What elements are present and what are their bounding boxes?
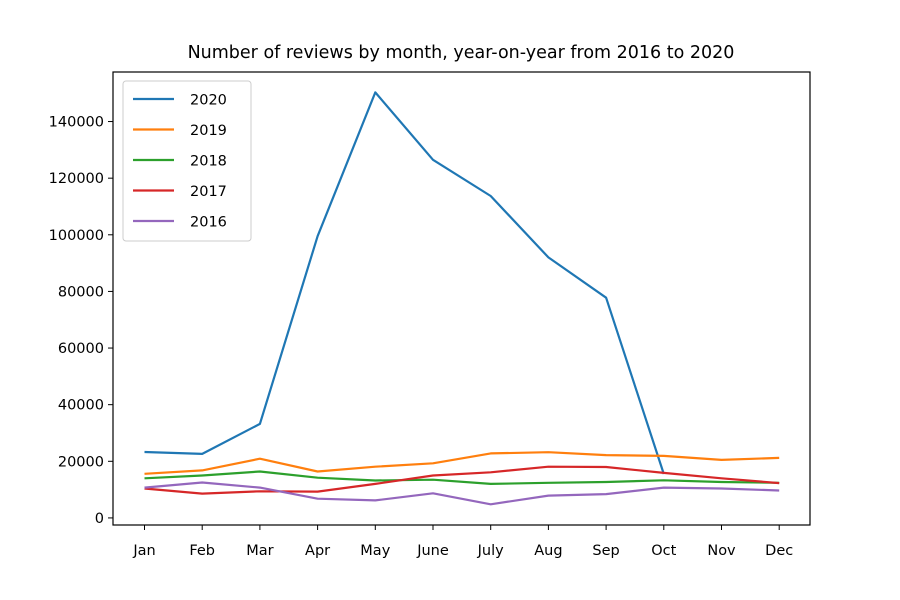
x-tick-label-aug: Aug: [534, 543, 562, 559]
x-tick-label-nov: Nov: [707, 543, 736, 559]
series-line-2018: [144, 470, 780, 485]
chart-title: Number of reviews by month, year-on-year…: [188, 43, 735, 63]
legend-label-2020: 2020: [190, 93, 227, 109]
y-tick-label-0: 0: [95, 511, 104, 527]
y-tick-label-100000: 100000: [49, 228, 104, 244]
x-tick-label-july: July: [477, 543, 504, 559]
x-tick-label-jan: Jan: [132, 543, 155, 559]
series-line-2016: [144, 481, 780, 506]
legend-label-2018: 2018: [190, 154, 227, 170]
x-tick-label-mar: Mar: [246, 543, 273, 559]
y-tick-label-80000: 80000: [58, 284, 104, 300]
series-layer: [144, 91, 780, 506]
x-tick-label-oct: Oct: [651, 543, 676, 559]
series-line-2019: [144, 451, 780, 475]
legend: 2020 2019 2018 2017 2016: [122, 80, 252, 242]
legend-label-2017: 2017: [190, 184, 227, 200]
series-line-2020: [144, 91, 665, 475]
x-tick-label-may: May: [360, 543, 390, 559]
y-tick-label-60000: 60000: [58, 341, 104, 357]
legend-label-2019: 2019: [190, 123, 227, 139]
legend-label-2016: 2016: [190, 215, 227, 231]
x-tick-label-june: June: [416, 543, 449, 559]
y-tick-label-140000: 140000: [49, 115, 104, 131]
legend-box: [122, 80, 252, 242]
y-tick-label-120000: 120000: [49, 171, 104, 187]
y-axis: 0 20000 40000 60000 80000 100000 120000 140000: [49, 115, 113, 527]
y-tick-label-20000: 20000: [58, 454, 104, 470]
x-tick-label-apr: Apr: [305, 543, 330, 559]
series-line-2017: [144, 465, 780, 495]
x-axis: Jan Feb Mar Apr May June July Aug Sep Oct Nov Dec: [132, 525, 793, 559]
y-tick-label-40000: 40000: [58, 398, 104, 414]
x-tick-label-feb: Feb: [189, 543, 215, 559]
plot-area-frame: [112, 71, 811, 526]
x-tick-label-dec: Dec: [765, 543, 793, 559]
x-tick-label-sep: Sep: [592, 543, 619, 559]
